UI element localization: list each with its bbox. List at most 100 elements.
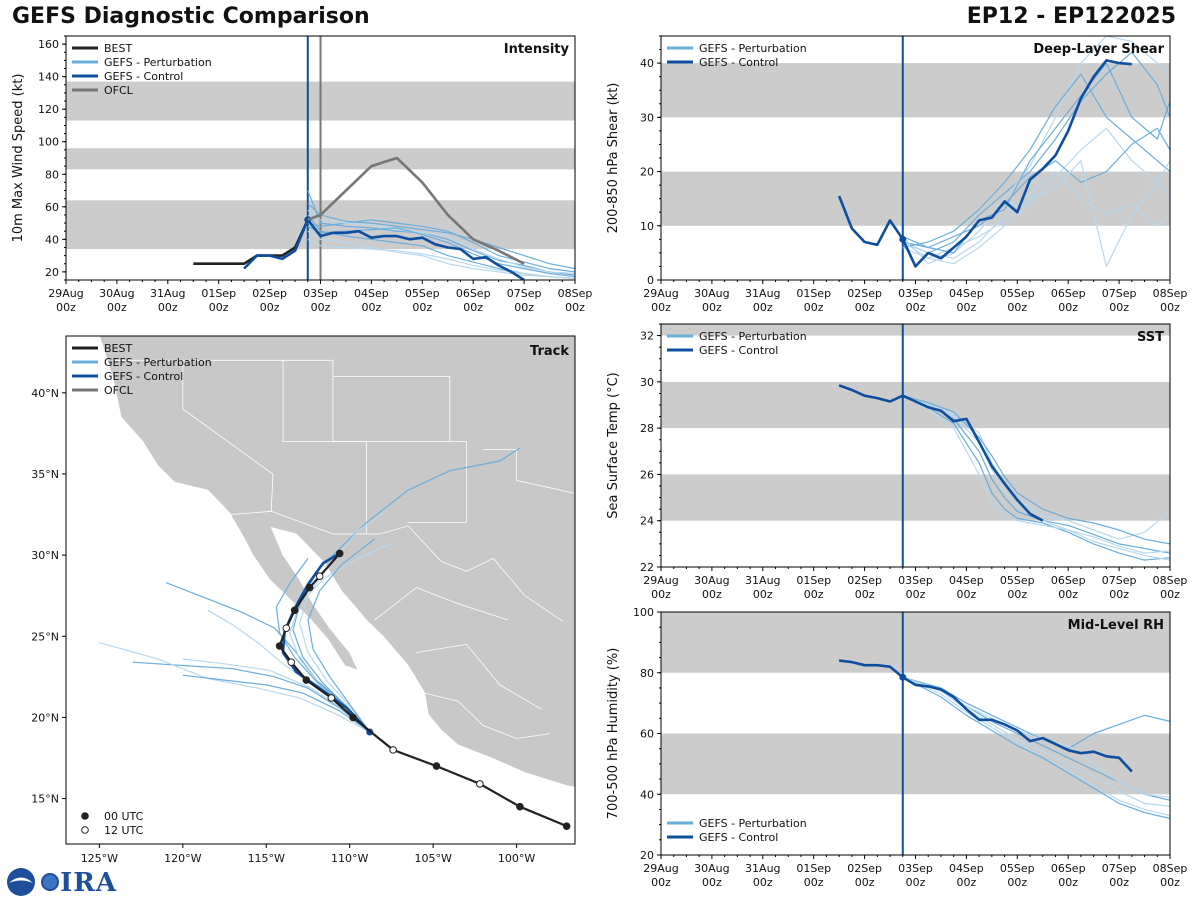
shear-xtick-label: 31Aug [745,287,780,300]
intensity-legend-label: OFCL [104,84,134,97]
sst-xtick-label: 31Aug [745,574,780,587]
track-ytick-label: 35°N [31,468,59,481]
rh-legend-label: GEFS - Control [699,831,778,844]
sst-xtick-label: 00z [804,588,824,601]
best-track-point [275,642,284,650]
track-marker-legend-label: 12 UTC [104,824,144,837]
sst-xtick-label: 07Sep [1102,574,1137,587]
intensity-xtick-label: 00z [107,301,127,314]
best-track-point [432,762,441,770]
noaa-emblem-icon [7,868,35,896]
rh-control-marker [899,673,907,681]
rh-xtick-label: 31Aug [745,862,780,875]
sst-ytick-label: 32 [640,330,654,343]
intensity-xtick-label: 06Sep [456,287,491,300]
rh-band [661,733,1170,795]
track-legend-label: OFCL [104,384,134,397]
sst-xtick-label: 08Sep [1153,574,1188,587]
intensity-ytick-label: 120 [38,103,59,116]
cira-logo [7,868,59,896]
rh-xtick-label: 01Sep [796,862,831,875]
intensity-xtick-label: 03Sep [303,287,338,300]
shear-ylabel: 200-850 hPa Shear (kt) [606,83,621,234]
rh-xtick-label: 00z [702,876,722,889]
shear-xtick-label: 08Sep [1153,287,1188,300]
intensity-series-perturbation_light [307,209,575,275]
page-title: GEFS Diagnostic Comparison [12,4,370,29]
best-track-point [335,549,344,558]
shear-xtick-label: 00z [1007,301,1027,314]
rh-ytick-label: 100 [633,606,654,619]
shear-xtick-label: 04Sep [949,287,984,300]
track-ytick-label: 30°N [31,549,59,562]
shear-series-control [837,59,1132,268]
intensity-xtick-label: 00z [209,301,229,314]
rh-xtick-label: 00z [1058,876,1078,889]
intensity-ytick-label: 40 [45,233,59,246]
state-border [231,510,564,622]
perturbation-track [182,674,371,733]
sst-xtick-label: 05Sep [1000,574,1035,587]
sst-xtick-label: 29Aug [643,574,678,587]
best-track-point [287,658,296,667]
sst-xtick-label: 00z [1058,588,1078,601]
shear-xtick-label: 00z [906,301,926,314]
sst-xtick-label: 04Sep [949,574,984,587]
sst-xtick-label: 00z [957,588,977,601]
track-ytick-label: 25°N [31,630,59,643]
shear-series-perturbation_light [902,171,1170,259]
rh-panel: 2040608010029Aug00z30Aug00z31Aug00z01Sep… [606,606,1187,889]
sst-series-perturbation [902,395,1170,554]
rh-xtick-label: 00z [957,876,977,889]
perturbation-track [292,447,521,733]
sst-series-perturbation_light [902,395,1170,561]
intensity-xtick-label: 00z [514,301,534,314]
sst-ytick-label: 26 [640,468,654,481]
best-track-point [302,676,311,684]
rh-xtick-label: 05Sep [1000,862,1035,875]
state-border [112,359,467,523]
sst-xtick-label: 00z [753,588,773,601]
intensity-xtick-label: 00z [362,301,382,314]
shear-ytick-label: 40 [640,57,654,70]
track-marker-legend-symbol [81,812,89,820]
intensity-series-perturbation [307,225,575,278]
state-border [282,360,367,534]
track-xtick-label: 110°W [331,852,368,865]
shear-ytick-label: 30 [640,111,654,124]
shear-ytick-label: 0 [647,274,654,287]
rh-xtick-label: 08Sep [1153,862,1188,875]
shear-series-perturbation_light [902,160,1170,267]
shear-ytick-label: 20 [640,166,654,179]
intensity-xtick-label: 00z [56,301,76,314]
shear-series-perturbation_light [902,36,1170,265]
track-map-area [98,336,575,830]
shear-series-perturbation_light [902,127,1170,265]
intensity-series-perturbation [307,203,575,270]
track-xtick-label: 105°W [414,852,451,865]
best-track-point [389,746,397,754]
rh-xtick-label: 00z [804,876,824,889]
intensity-xtick-label: 08Sep [558,287,593,300]
state-border [424,692,551,739]
sst-xtick-label: 03Sep [898,574,933,587]
noaa-bird-icon [9,877,33,883]
rh-series-control [838,659,1133,773]
shear-band [661,171,1170,226]
perturbation-track [298,510,387,733]
sst-xtick-label: 30Aug [694,574,729,587]
intensity-xtick-label: 29Aug [48,287,83,300]
rh-series-perturbation [902,676,1170,820]
track-ytick-label: 40°N [31,387,59,400]
rh-xtick-label: 29Aug [643,862,678,875]
state-border [374,587,509,621]
intensity-xtick-label: 31Aug [150,287,185,300]
intensity-ytick-label: 140 [38,71,59,84]
rh-xtick-label: 07Sep [1102,862,1137,875]
intensity-ytick-label: 60 [45,201,59,214]
state-border [333,376,451,442]
rh-ylabel: 700-500 hPa Humidity (%) [606,648,621,820]
sst-ytick-label: 24 [640,515,654,528]
perturbation-track [275,558,371,733]
